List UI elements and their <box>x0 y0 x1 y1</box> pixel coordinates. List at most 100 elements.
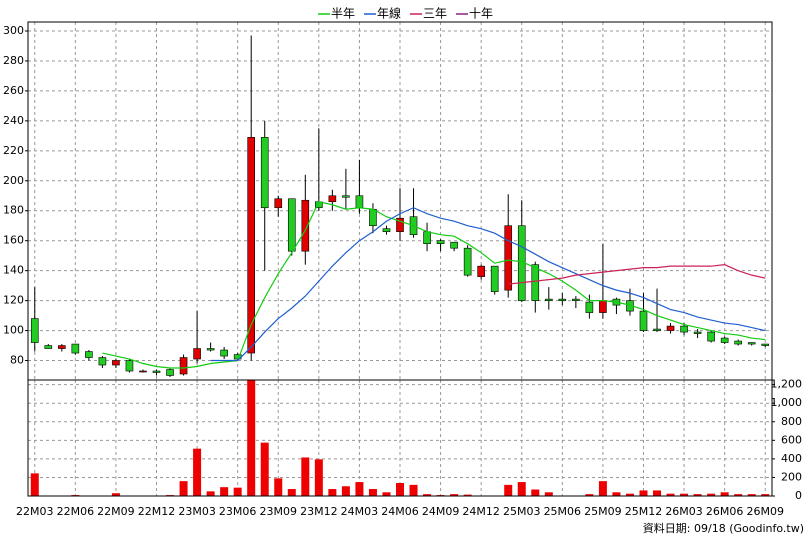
candle-body <box>491 266 498 291</box>
volume-bar <box>721 492 729 496</box>
volume-bar <box>274 478 282 496</box>
candle-body <box>721 338 728 342</box>
candle-body <box>369 209 376 225</box>
y2-tick-label: 200 <box>781 470 802 483</box>
volume-bar <box>545 492 553 496</box>
candle-body <box>478 266 485 276</box>
y-tick-label: 120 <box>3 294 24 307</box>
candle-body <box>451 242 458 248</box>
candle-body <box>288 199 295 251</box>
y2-tick-label: 1,200 <box>771 378 803 391</box>
candle-body <box>31 319 38 343</box>
candle-body <box>45 346 52 349</box>
y2-tick-label: 800 <box>781 415 802 428</box>
volume-bar <box>288 489 296 496</box>
x-tick-label: 26M06 <box>706 505 744 518</box>
volume-bar <box>355 482 363 496</box>
x-tick-label: 22M03 <box>16 505 54 518</box>
volume-bar <box>301 457 309 496</box>
candle-body <box>126 361 133 371</box>
candle-body <box>735 341 742 344</box>
candle-body <box>342 196 349 197</box>
candle-body <box>58 346 65 349</box>
candle-body <box>207 349 214 350</box>
y-tick-label: 280 <box>3 54 24 67</box>
candle-body <box>329 196 336 202</box>
candle-body <box>275 199 282 208</box>
x-tick-label: 23M06 <box>219 505 257 518</box>
candle-body <box>464 248 471 275</box>
candle-body <box>599 301 606 313</box>
volume-bar <box>518 482 526 496</box>
candle-body <box>748 343 755 344</box>
candle-body <box>437 241 444 244</box>
candle-body <box>139 371 146 372</box>
volume-bar <box>315 459 323 496</box>
y-tick-label: 80 <box>10 354 24 367</box>
candle-body <box>572 299 579 300</box>
source-note: 資料日期: 09/18 (Goodinfo.tw) <box>643 521 804 535</box>
candle-body <box>545 299 552 300</box>
y2-tick-label: 400 <box>781 452 802 465</box>
candle-body <box>180 358 187 374</box>
candle-body <box>708 332 715 341</box>
y-tick-label: 100 <box>3 324 24 337</box>
candle-body <box>261 137 268 207</box>
candle-body <box>153 371 160 372</box>
x-tick-label: 23M03 <box>178 505 216 518</box>
x-tick-label: 23M09 <box>260 505 298 518</box>
volume-bar <box>382 492 390 496</box>
candle-body <box>681 326 688 332</box>
candle-body <box>221 350 228 356</box>
y-tick-label: 180 <box>3 204 24 217</box>
y2-tick-label: 600 <box>781 433 802 446</box>
y-tick-label: 260 <box>3 84 24 97</box>
volume-bar <box>612 492 620 496</box>
candle-body <box>112 361 119 365</box>
x-tick-label: 26M03 <box>665 505 703 518</box>
volume-bar <box>599 481 607 496</box>
candle-body <box>762 344 769 345</box>
candle-body <box>640 311 647 330</box>
volume-bar <box>261 443 269 496</box>
volume-bar <box>193 449 201 496</box>
volume-bar <box>31 473 39 496</box>
legend-label: 半年 <box>331 7 355 21</box>
candle-body <box>383 229 390 232</box>
volume-bar <box>247 380 255 496</box>
volume-bar <box>639 490 647 496</box>
volume-bar <box>342 486 350 496</box>
candle-body <box>559 299 566 300</box>
candle-body <box>424 232 431 244</box>
y2-tick-label: 1,000 <box>771 396 803 409</box>
x-tick-label: 25M03 <box>503 505 541 518</box>
candle-body <box>694 332 701 333</box>
candle-body <box>72 344 79 353</box>
candle-body <box>194 349 201 359</box>
y-tick-label: 300 <box>3 24 24 37</box>
y-tick-label: 140 <box>3 264 24 277</box>
x-tick-label: 25M09 <box>584 505 622 518</box>
x-tick-label: 25M06 <box>544 505 582 518</box>
candle-body <box>667 326 674 330</box>
volume-bar <box>653 490 661 496</box>
x-tick-label: 23M12 <box>300 505 338 518</box>
legend-label: 年線 <box>377 6 401 21</box>
candle-body <box>654 329 661 330</box>
y-tick-label: 160 <box>3 234 24 247</box>
y2-tick-label: 0 <box>795 489 802 502</box>
volume-bar <box>504 485 512 496</box>
candle-body <box>586 302 593 312</box>
x-tick-label: 24M03 <box>341 505 379 518</box>
x-tick-label: 24M06 <box>381 505 419 518</box>
volume-bar <box>180 481 188 496</box>
volume-bar <box>410 485 418 496</box>
candle-body <box>532 265 539 301</box>
x-tick-label: 24M09 <box>422 505 460 518</box>
volume-bar <box>207 491 215 496</box>
candle-body <box>99 358 106 365</box>
volume-bar <box>220 487 228 496</box>
x-tick-label: 22M12 <box>138 505 176 518</box>
x-tick-label: 26M09 <box>746 505 784 518</box>
